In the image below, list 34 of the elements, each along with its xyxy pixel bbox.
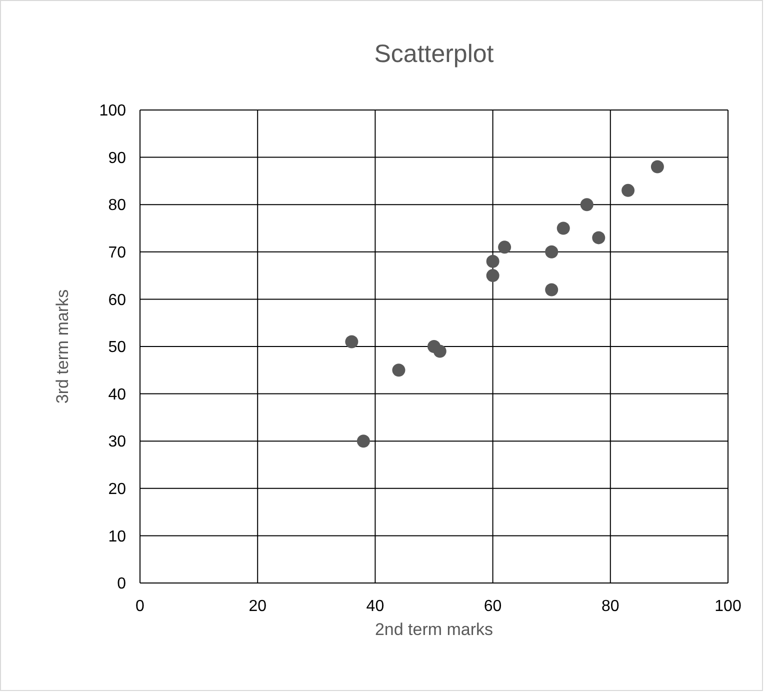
y-tick-label: 20 (108, 481, 126, 498)
point (580, 198, 594, 212)
point (356, 434, 370, 448)
point (650, 160, 664, 174)
x-tick-label: 0 (136, 598, 145, 615)
point (545, 245, 558, 258)
chart-title: Scatterplot (374, 40, 494, 68)
x-tick-label: 20 (248, 598, 267, 615)
y-tick-label: 100 (99, 102, 126, 120)
point (392, 364, 406, 377)
x-tick-label: 80 (602, 598, 620, 615)
x-tick-label: 40 (366, 598, 384, 615)
y-tick-label: 70 (108, 244, 126, 262)
y-tick-label: 60 (108, 292, 126, 309)
point (433, 344, 446, 358)
x-tick-label: 100 (714, 598, 742, 615)
y-tick-label: 90 (108, 150, 126, 167)
point (486, 254, 500, 268)
x-axis-title: 2nd term marks (374, 620, 494, 639)
y-tick-label: 0 (117, 576, 126, 593)
point (498, 240, 512, 254)
y-tick-label: 40 (108, 386, 126, 404)
y-axis-title: 3rd term marks (53, 289, 72, 404)
point (486, 269, 500, 282)
y-tick-label: 10 (108, 528, 126, 546)
point (545, 283, 558, 296)
point (622, 184, 635, 197)
point (592, 231, 606, 244)
x-tick-label: 60 (484, 598, 502, 615)
y-tick-label: 50 (108, 339, 126, 356)
y-tick-label: 30 (108, 434, 126, 451)
point (556, 222, 570, 235)
y-tick-label: 80 (108, 197, 126, 214)
point (345, 335, 358, 348)
